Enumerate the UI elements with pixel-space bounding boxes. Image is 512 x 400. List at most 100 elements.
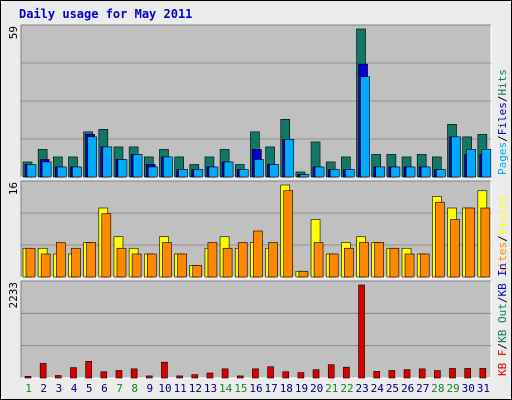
bar-sites-day-21 [328, 253, 339, 278]
chart-title: Daily usage for May 2011 [19, 7, 193, 21]
bar-sites-day-31 [480, 207, 491, 278]
bar-sites-day-22 [344, 247, 354, 278]
bar-pages-day-19 [299, 174, 310, 178]
bar-kb-f-day-7 [115, 370, 123, 379]
bar-pages-day-26 [405, 166, 416, 178]
legend-entry: Visits [496, 196, 509, 236]
bar-kb-f-day-30 [464, 368, 471, 379]
legend-entry: KB F [496, 350, 509, 377]
bar-pages-day-24 [375, 166, 386, 178]
bar-kb-f-day-16 [252, 368, 259, 379]
bar-kb-f-day-23 [358, 284, 365, 379]
bar-sites-day-14 [222, 247, 233, 278]
bar-kb-f-day-20 [312, 369, 320, 379]
bar-kb-f-day-4 [70, 367, 77, 379]
bar-kb-f-day-1 [24, 376, 32, 379]
day-label-2: 2 [40, 382, 47, 395]
day-label-25: 25 [386, 382, 399, 395]
bar-kb-f-day-27 [418, 368, 426, 379]
day-label-19: 19 [295, 382, 308, 395]
bar-kb-f-day-8 [130, 368, 138, 379]
legend-entry: Files [496, 102, 509, 135]
bar-kb-f-day-26 [403, 369, 411, 379]
bar-sites-day-18 [283, 190, 294, 278]
bar-sites-day-27 [419, 253, 430, 278]
bar-pages-day-8 [132, 154, 143, 178]
bar-kb-f-day-12 [191, 374, 199, 379]
bar-kb-f-day-17 [267, 366, 274, 379]
bar-sites-day-28 [435, 201, 445, 278]
day-label-30: 30 [462, 382, 475, 395]
bar-pages-day-3 [57, 166, 67, 178]
bar-pages-day-14 [223, 161, 234, 178]
day-label-11: 11 [174, 382, 187, 395]
legend-entry: Hits [496, 69, 509, 96]
bar-sites-day-30 [465, 207, 475, 278]
legend-visits-sites: Sites/Visits [496, 196, 509, 276]
legend-hits-files-pages: Pages/Files/Hits [496, 69, 509, 175]
bar-pages-day-6 [102, 146, 113, 178]
legend-entry: KB In [496, 263, 509, 296]
bar-pages-day-18 [284, 139, 295, 178]
day-label-21: 21 [325, 382, 338, 395]
bar-sites-day-20 [313, 242, 324, 278]
day-label-24: 24 [371, 382, 385, 395]
bar-pages-day-27 [420, 166, 431, 178]
bar-sites-day-15 [237, 242, 248, 278]
bar-sites-day-8 [131, 253, 142, 278]
day-label-29: 29 [446, 382, 459, 395]
bar-kb-f-day-22 [343, 366, 350, 379]
day-label-15: 15 [234, 382, 247, 395]
bar-pages-day-23 [360, 76, 370, 178]
bar-kb-f-day-25 [388, 370, 396, 379]
y-max-label: 59 [7, 26, 20, 39]
day-label-22: 22 [340, 382, 353, 395]
bar-kb-f-day-11 [176, 375, 183, 379]
bar-kb-f-day-13 [206, 372, 214, 379]
bar-sites-day-16 [253, 230, 263, 278]
y-max-label: 2233 [7, 282, 20, 309]
bar-pages-day-11 [178, 169, 188, 178]
bar-pages-day-31 [481, 149, 492, 178]
day-label-13: 13 [204, 382, 217, 395]
bar-pages-day-13 [208, 166, 219, 178]
bar-pages-day-1 [26, 164, 37, 178]
bar-sites-day-2 [40, 253, 51, 278]
day-label-20: 20 [310, 382, 323, 395]
legend-entry: Sites [496, 242, 509, 275]
bar-pages-day-7 [117, 159, 128, 178]
bar-pages-day-12 [193, 169, 204, 178]
bar-pages-day-15 [238, 169, 249, 178]
bar-kb-f-day-15 [236, 375, 244, 379]
day-label-14: 14 [219, 382, 233, 395]
bar-sites-day-9 [146, 253, 157, 278]
legend-kbytes: KB F/KB Out/KB In [496, 263, 509, 376]
bar-kb-f-day-10 [161, 361, 168, 379]
bar-pages-day-30 [466, 149, 476, 178]
bar-pages-day-28 [436, 169, 446, 178]
day-label-9: 9 [147, 382, 154, 395]
day-label-8: 8 [131, 382, 138, 395]
bar-kb-f-day-9 [145, 375, 153, 379]
bar-kb-f-day-18 [282, 371, 290, 379]
bar-pages-day-22 [345, 169, 355, 178]
day-label-16: 16 [249, 382, 262, 395]
day-label-3: 3 [56, 382, 63, 395]
day-label-23: 23 [356, 382, 369, 395]
day-label-1: 1 [25, 382, 32, 395]
day-label-12: 12 [189, 382, 202, 395]
bar-sites-day-19 [298, 270, 309, 278]
bar-sites-day-10 [162, 242, 172, 278]
bar-pages-day-21 [329, 169, 340, 178]
bar-sites-day-24 [374, 242, 385, 278]
bar-kb-f-day-21 [327, 364, 335, 379]
bar-pages-day-10 [163, 156, 173, 178]
legend-entry: Pages [496, 142, 509, 175]
day-label-27: 27 [416, 382, 429, 395]
day-label-26: 26 [401, 382, 414, 395]
bar-pages-day-17 [269, 164, 279, 178]
bar-kb-f-day-3 [55, 375, 62, 379]
bar-sites-day-4 [71, 247, 81, 278]
bar-kb-f-day-5 [85, 361, 92, 379]
bar-kb-f-day-2 [39, 363, 47, 379]
